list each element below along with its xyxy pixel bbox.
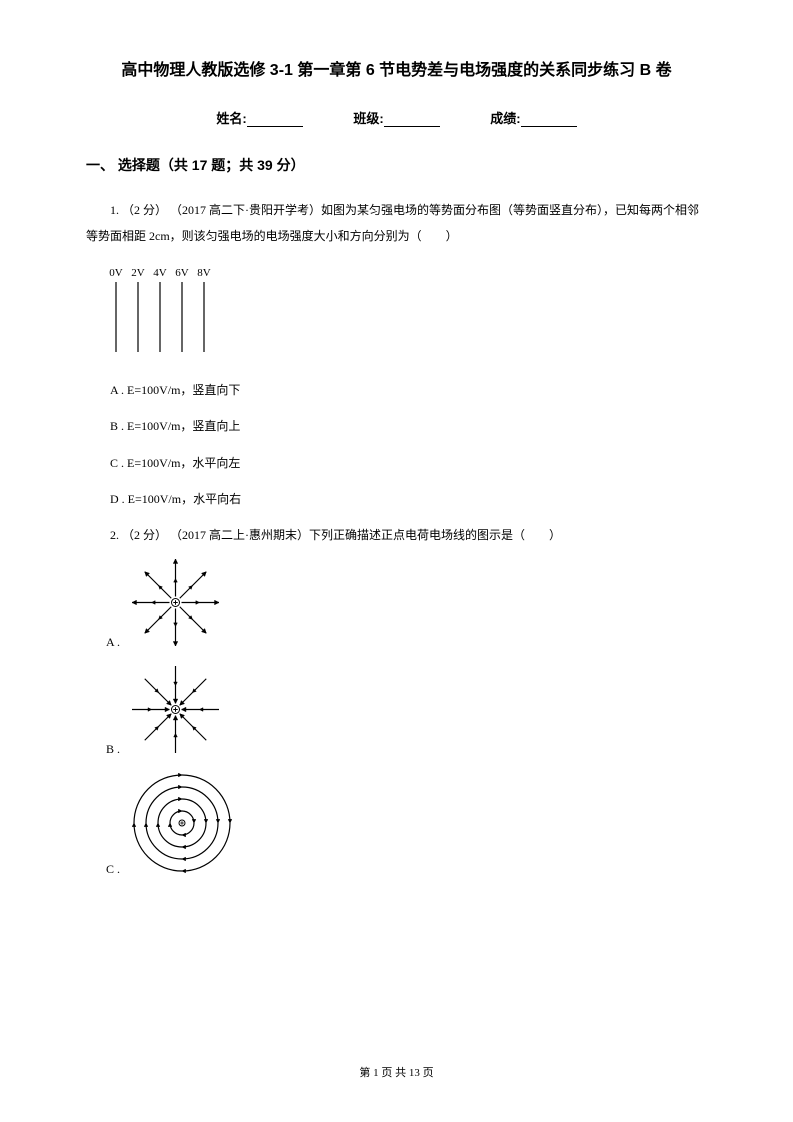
q1-option-b: B . E=100V/m，竖直向上: [86, 413, 707, 439]
q2-stem: 2. （2 分） （2017 高二上·惠州期末）下列正确描述正点电荷电场线的图示…: [86, 522, 707, 548]
name-blank: [247, 113, 303, 127]
page-footer: 第 1 页 共 13 页: [0, 1064, 793, 1080]
name-label: 姓名:: [216, 111, 246, 126]
q2-figure-b: [128, 662, 223, 757]
section-header: 一、 选择题（共 17 题；共 39 分）: [86, 155, 707, 175]
svg-text:8V: 8V: [197, 267, 211, 279]
page-title: 高中物理人教版选修 3-1 第一章第 6 节电势差与电场强度的关系同步练习 B …: [86, 56, 707, 80]
q2-label-b: B .: [106, 742, 120, 757]
svg-text:0V: 0V: [109, 267, 123, 279]
q1-option-d: D . E=100V/m，水平向右: [86, 486, 707, 512]
q2-figure-a: [128, 555, 223, 650]
class-blank: [384, 113, 440, 127]
q2-figure-c: [128, 769, 236, 877]
q1-option-c: C . E=100V/m，水平向左: [86, 450, 707, 476]
score-blank: [521, 113, 577, 127]
svg-text:2V: 2V: [131, 267, 145, 279]
q2-option-a: A .: [106, 555, 707, 650]
score-label: 成绩:: [490, 111, 520, 126]
q2-label-a: A .: [106, 635, 120, 650]
q2-option-b: B .: [106, 662, 707, 757]
class-label: 班级:: [353, 111, 383, 126]
svg-text:6V: 6V: [175, 267, 189, 279]
q1-figure: 0V 2V 4V 6V 8V: [106, 264, 707, 359]
q1-option-a: A . E=100V/m，竖直向下: [86, 377, 707, 403]
q2-option-c: C .: [106, 769, 707, 877]
student-info-line: 姓名: 班级: 成绩:: [86, 108, 707, 127]
q2-label-c: C .: [106, 862, 120, 877]
q1-stem: 1. （2 分） （2017 高二下·贵阳开学考）如图为某匀强电场的等势面分布图…: [86, 197, 707, 250]
svg-text:4V: 4V: [153, 267, 167, 279]
